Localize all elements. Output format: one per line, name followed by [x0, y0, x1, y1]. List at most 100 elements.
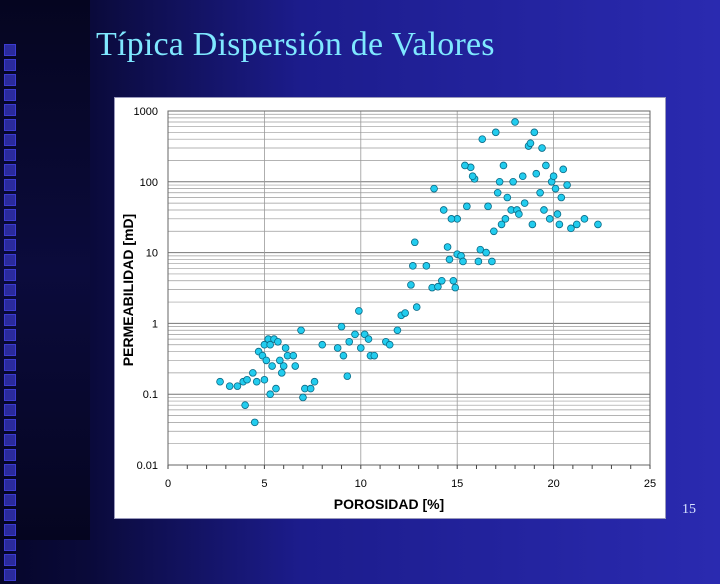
y-tick-label: 0.1 — [143, 389, 158, 401]
data-point — [567, 224, 575, 233]
data-point — [463, 202, 471, 211]
data-point — [493, 188, 502, 197]
plot-frame — [167, 110, 651, 466]
data-point — [333, 344, 342, 352]
data-point — [488, 257, 496, 266]
chart-panel: 0.01 0.1 1 10 100 1000 0 5 10 15 20 25 POROSIDAD [%]… — [114, 97, 666, 519]
data-point — [337, 322, 346, 331]
data-point — [594, 220, 602, 229]
data-point — [250, 418, 259, 427]
x-tick-label: 5 — [261, 478, 267, 490]
data-point — [345, 337, 354, 346]
data-point — [484, 202, 492, 211]
data-point — [468, 172, 477, 180]
data-point — [478, 135, 487, 143]
data-point — [412, 303, 421, 311]
bullet-squares-decoration — [4, 44, 18, 584]
data-point — [555, 220, 564, 229]
decor-square — [4, 554, 16, 566]
data-point — [499, 161, 508, 170]
data-point — [553, 210, 562, 218]
decor-square — [4, 149, 16, 161]
data-point — [532, 169, 541, 178]
left-decor-band — [0, 0, 90, 581]
decor-square — [4, 269, 16, 281]
decor-square — [4, 209, 16, 221]
data-point — [355, 307, 363, 315]
data-point — [449, 276, 458, 285]
data-point — [526, 139, 535, 148]
data-point — [272, 384, 280, 393]
data-point — [434, 282, 442, 291]
data-point — [503, 193, 512, 202]
y-tick-label: 100 — [140, 177, 158, 189]
data-point — [370, 351, 379, 360]
x-tick-label: 25 — [644, 478, 656, 490]
x-tick-label: 10 — [355, 478, 367, 490]
y-tick-label: 0.01 — [137, 460, 158, 472]
decor-square — [4, 569, 16, 581]
data-point — [351, 330, 359, 339]
data-point — [497, 220, 506, 229]
y-tick-label: 1 — [152, 318, 158, 330]
data-point — [306, 384, 315, 393]
data-point — [291, 362, 300, 370]
decor-square — [4, 284, 16, 296]
slide-title: Típica Dispersión de Valores — [96, 26, 495, 63]
decor-square — [4, 374, 16, 386]
data-point — [339, 351, 348, 360]
decor-square — [4, 224, 16, 236]
data-point — [241, 401, 249, 409]
scatter-chart: 0.01 0.1 1 10 100 1000 0 5 10 15 20 25 POROSIDAD [%]… — [120, 106, 656, 512]
decor-square — [4, 419, 16, 431]
data-point — [451, 283, 460, 292]
y-tick-label: 1000 — [134, 106, 158, 118]
data-point — [281, 344, 290, 352]
data-point — [393, 326, 402, 335]
data-point — [262, 356, 271, 365]
decor-square — [4, 89, 16, 101]
data-point — [520, 199, 529, 207]
decor-square — [4, 329, 16, 341]
data-point — [276, 356, 284, 365]
data-point — [445, 255, 454, 264]
data-point — [266, 340, 274, 349]
data-point — [557, 193, 566, 202]
data-point — [572, 220, 581, 229]
decor-square — [4, 239, 16, 251]
data-point — [559, 165, 568, 174]
x-tick-label: 0 — [165, 478, 171, 490]
data-point — [364, 335, 373, 343]
decor-square — [4, 314, 16, 326]
data-point — [409, 262, 417, 270]
data-point — [260, 375, 269, 384]
decor-square — [4, 59, 16, 71]
data-point — [279, 362, 288, 370]
decor-square — [4, 389, 16, 401]
decor-square — [4, 119, 16, 131]
data-point — [266, 390, 274, 399]
decor-square — [4, 299, 16, 311]
data-point — [343, 372, 352, 380]
data-point — [511, 118, 519, 126]
x-tick-label: 20 — [547, 478, 559, 490]
data-point — [422, 262, 431, 270]
data-point — [518, 172, 527, 180]
decor-square — [4, 449, 16, 461]
decor-square — [4, 44, 16, 56]
data-point — [501, 215, 510, 223]
data-point — [268, 362, 276, 370]
x-axis-label: POROSIDAD [%] — [334, 496, 444, 512]
data-point — [474, 257, 483, 266]
page-number: 15 — [682, 502, 696, 517]
data-point — [515, 210, 523, 218]
decor-square — [4, 164, 16, 176]
decor-square — [4, 539, 16, 551]
y-axis-label: PERMEABILIDAD [mD] — [120, 214, 136, 366]
data-point — [528, 220, 537, 229]
data-point — [407, 281, 415, 289]
decor-square — [4, 179, 16, 191]
data-point — [542, 161, 550, 170]
data-point — [540, 206, 548, 214]
y-tick-label: 10 — [146, 248, 158, 260]
